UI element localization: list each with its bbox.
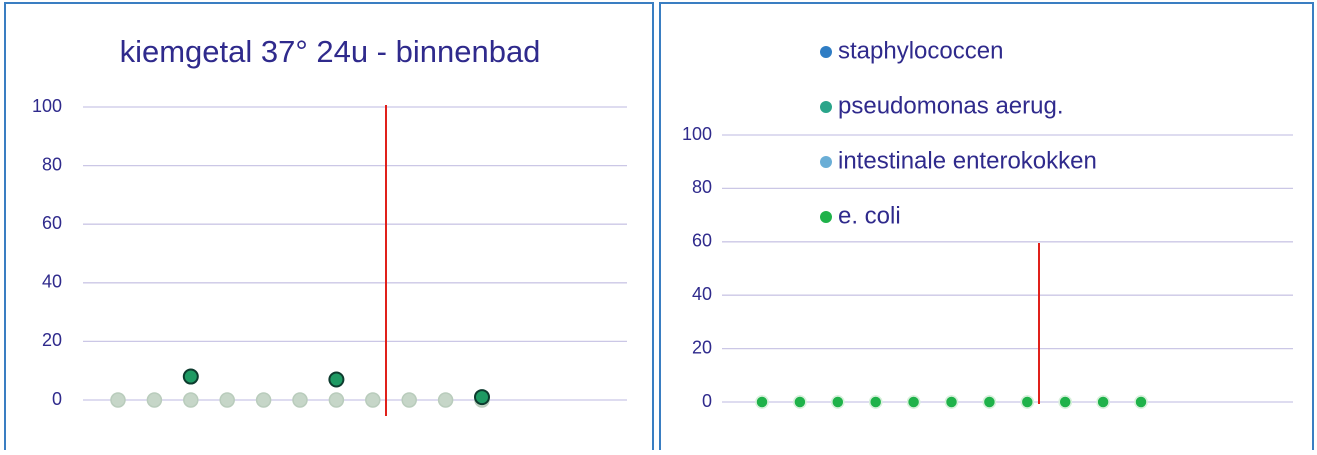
point: [474, 389, 490, 406]
point: [292, 392, 308, 408]
y-tick-label: 60: [692, 231, 712, 251]
legend-label: intestinale enterokokken: [838, 147, 1097, 174]
y-tick-label: 20: [42, 330, 62, 350]
chart-right: 0 20 40 60 80 100 staphylococcen pseudomonas ae…: [682, 37, 1293, 411]
point: [365, 392, 381, 408]
point: [755, 395, 769, 409]
point: [328, 371, 345, 388]
legend-marker: [820, 211, 832, 223]
point: [328, 392, 345, 408]
point: [944, 395, 959, 409]
point: [255, 392, 272, 408]
y-tick-label: 0: [52, 389, 62, 409]
legend-marker: [820, 101, 832, 113]
point: [219, 392, 235, 408]
y-tick-label: 80: [692, 177, 712, 197]
point: [1058, 395, 1072, 409]
legend-marker: [820, 46, 832, 58]
y-tick-label: 40: [692, 284, 712, 304]
legend-label: e. coli: [838, 202, 901, 229]
y-tick-label: 100: [32, 96, 62, 116]
legend-label: staphylococcen: [838, 37, 1003, 64]
legend-marker: [820, 156, 832, 168]
y-tick-label: 20: [692, 337, 712, 357]
y-tick-label: 80: [42, 154, 62, 174]
point: [868, 395, 883, 409]
panel: [659, 2, 1314, 454]
point: [183, 392, 199, 408]
y-tick-label: 0: [702, 391, 712, 411]
y-tick-label: 60: [42, 213, 62, 233]
panel: [4, 2, 654, 454]
point: [110, 392, 126, 408]
point: [906, 395, 921, 409]
chart-title: kiemgetal 37° 24u - binnenbad: [120, 34, 541, 69]
point: [1134, 395, 1148, 409]
point: [146, 392, 163, 408]
point: [982, 395, 997, 409]
point: [793, 395, 807, 409]
point: [831, 395, 845, 409]
legend-label: pseudomonas aerug.: [838, 92, 1064, 119]
point: [182, 368, 199, 385]
point: [401, 392, 417, 408]
y-tick-label: 100: [682, 124, 712, 144]
y-tick-label: 40: [42, 272, 62, 292]
chart-left: 0 20 40 60 80 100: [32, 96, 627, 409]
point: [1096, 395, 1110, 409]
point: [437, 392, 454, 408]
point: [1020, 395, 1035, 409]
